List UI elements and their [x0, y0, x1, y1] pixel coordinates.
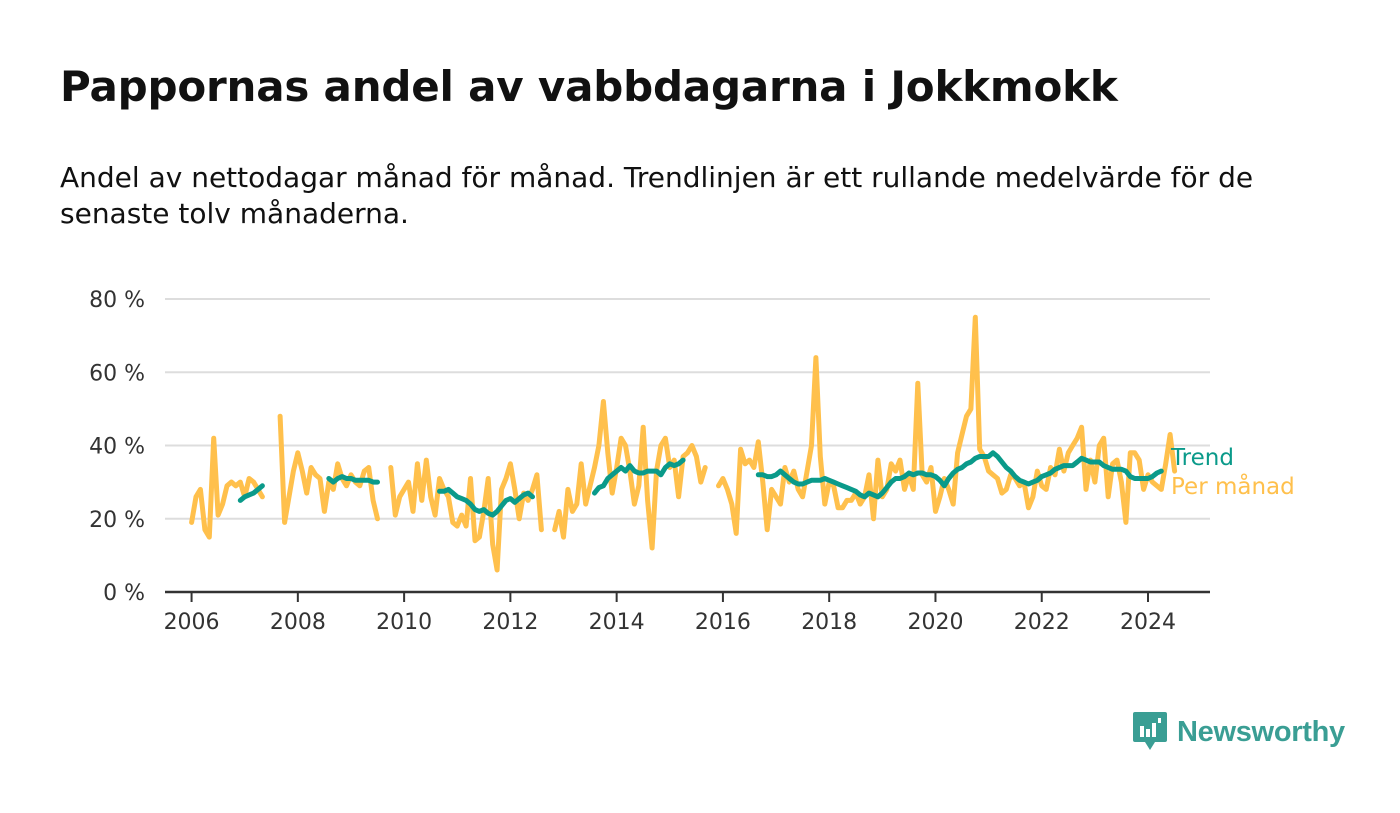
x-tick-label: 2012: [482, 610, 538, 635]
trend-line-segment: [592, 457, 686, 496]
x-axis-ticks: 2006 2008 2010 2012 2014 2016 2018 2020 2022 2024: [164, 590, 1210, 635]
monthly-line-segment: [552, 399, 708, 551]
trend-line-segment: [326, 474, 380, 485]
y-axis-ticks: 0 % 20 % 40 % 60 % 80 %: [89, 288, 145, 606]
x-tick-label: 2010: [376, 610, 432, 635]
trend-line-segment: [237, 483, 265, 503]
newsworthy-logo-icon: [1133, 712, 1167, 750]
newsworthy-logo: Newsworthy: [1133, 712, 1345, 752]
x-tick-label: 2022: [1014, 610, 1070, 635]
legend: Trend Per månad: [1170, 445, 1295, 500]
x-tick-label: 2014: [589, 610, 645, 635]
monthly-line-segment: [189, 435, 265, 540]
series-lines: [189, 314, 1178, 573]
legend-trend: Trend: [1170, 445, 1234, 471]
monthly-line-segment: [716, 314, 1178, 536]
gridlines: [165, 298, 1210, 520]
monthly-line-segment: [277, 413, 380, 525]
y-tick-label: 0 %: [103, 581, 145, 606]
trend-line-segment: [437, 486, 535, 518]
y-tick-label: 80 %: [89, 288, 145, 313]
x-tick-label: 2018: [801, 610, 857, 635]
trend-line-segment: [755, 450, 1164, 500]
chart-title: Pappornas andel av vabbdagarna i Jokkmok…: [60, 62, 1118, 111]
chart-subtitle: Andel av nettodagar månad för månad. Tre…: [60, 161, 1254, 230]
legend-per-manad: Per månad: [1171, 472, 1295, 500]
x-tick-label: 2024: [1120, 610, 1176, 635]
brand-name: Newsworthy: [1177, 715, 1345, 748]
y-tick-label: 60 %: [89, 361, 145, 386]
series-per-manad: [189, 314, 1178, 573]
x-tick-label: 2008: [270, 610, 326, 635]
x-tick-label: 2006: [164, 610, 220, 635]
x-tick-label: 2020: [907, 610, 963, 635]
y-tick-label: 40 %: [89, 435, 145, 460]
x-tick-label: 2016: [695, 610, 751, 635]
series-trend: [237, 450, 1164, 518]
monthly-line-segment: [388, 457, 544, 573]
y-tick-label: 20 %: [89, 508, 145, 533]
